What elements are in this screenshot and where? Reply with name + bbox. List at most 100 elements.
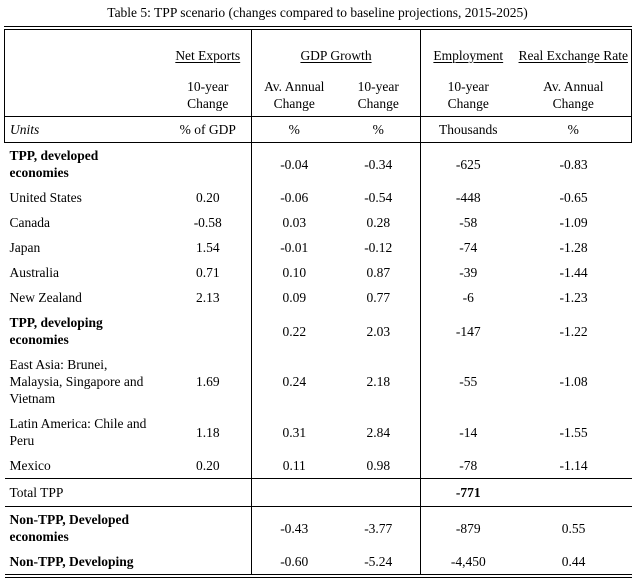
cell-value: -0.34 — [364, 156, 393, 172]
row-label: Japan — [9, 240, 41, 255]
cell-value: -1.55 — [559, 424, 588, 440]
cell-value: -0.60 — [251, 549, 337, 576]
row-label: Mexico — [9, 458, 51, 473]
cell-value: 0.71 — [195, 265, 220, 280]
cell-value: -3.77 — [364, 520, 393, 536]
cell-value — [251, 478, 337, 507]
cell-value — [165, 310, 252, 352]
cell-value: -0.83 — [559, 156, 588, 172]
table-row: TPP, developing economies 0.22 2.03 -147 -1.… — [5, 310, 632, 352]
table-body: TPP, developed economies -0.04 -0.34 -625 -0… — [4, 142, 632, 576]
cell-value — [336, 478, 421, 507]
corner-cell — [4, 28, 165, 76]
subheader-gdp-10-year: 10-year Change — [357, 79, 399, 111]
cell-value — [515, 478, 632, 507]
table-row: Non-TPP, Developed economies -0.43 -3.77 -8… — [5, 506, 632, 550]
cell-value: 0.87 — [366, 265, 391, 280]
cell-value: 0.44 — [561, 554, 586, 569]
cell-value: -4,450 — [420, 549, 516, 576]
row-label: United States — [9, 190, 82, 205]
cell-value — [165, 507, 252, 550]
cell-value: 2.84 — [366, 424, 391, 440]
cell-value: 0.55 — [561, 520, 586, 536]
cell-value: 0.10 — [251, 260, 337, 285]
row-label: New Zealand — [9, 290, 82, 305]
cell-value: -6 — [420, 285, 516, 310]
cell-value: -55 — [420, 352, 516, 411]
cell-value: -771 — [420, 478, 516, 507]
cell-value — [164, 478, 252, 507]
subheader-net-exports: 10-year Change — [187, 79, 229, 111]
cell-value: 1.18 — [195, 424, 220, 440]
cell-value: 2.18 — [366, 374, 391, 389]
cell-value: -1.22 — [559, 323, 588, 339]
units-row: Units % of GDP % % Thousands % — [4, 116, 633, 143]
subheader-employment: 10-year Change — [420, 76, 516, 117]
cell-value: -78 — [420, 453, 516, 479]
cell-value: -1.08 — [559, 374, 588, 389]
cell-value: -0.12 — [364, 240, 393, 255]
col-group-gdp-growth: GDP Growth — [250, 28, 421, 76]
row-label: Canada — [9, 215, 50, 230]
cell-value: -58 — [420, 210, 516, 235]
cell-value: -14 — [420, 411, 516, 453]
row-label: Latin America: Chile and Peru — [9, 416, 147, 448]
table-row: Non-TPP, Developing -0.60 -5.24 -4,450 0.44 — [5, 549, 632, 576]
cell-value: 0.20 — [195, 458, 220, 473]
cell-value: -1.14 — [559, 458, 588, 473]
row-label: Non-TPP, Developed economies — [9, 512, 130, 544]
cell-value: 2.03 — [366, 323, 391, 339]
cell-value: 1.69 — [195, 374, 220, 389]
table-row: Australia 0.71 0.10 0.87 -39 -1.44 — [5, 260, 632, 285]
cell-value: -0.65 — [559, 190, 588, 205]
cell-value: -625 — [420, 142, 516, 185]
cell-value: -39 — [420, 260, 516, 285]
table-row: New Zealand 2.13 0.09 0.77 -6 -1.23 — [5, 285, 632, 310]
cell-value: -0.04 — [251, 142, 337, 185]
row-label: East Asia: Brunei, Malaysia, Singapore a… — [9, 357, 144, 406]
cell-value: -1.23 — [559, 290, 588, 305]
cell-value: -879 — [420, 506, 516, 549]
table-row: East Asia: Brunei, Malaysia, Singapore a… — [5, 352, 632, 411]
employment-header: Employment — [433, 47, 504, 63]
cell-value: -1.09 — [559, 215, 588, 230]
table-title: Table 5: TPP scenario (changes compared … — [107, 5, 528, 20]
cell-value: 0.20 — [195, 190, 220, 205]
row-label: TPP, developed economies — [9, 148, 99, 180]
table-row: Latin America: Chile and Peru 1.18 0.31 2.8… — [5, 411, 632, 453]
units-gdp-av-annual: % — [251, 116, 337, 143]
cell-value: -74 — [420, 235, 516, 260]
cell-value: -0.58 — [193, 215, 222, 230]
row-label: Australia — [9, 265, 60, 280]
cell-value: 2.13 — [195, 290, 220, 305]
cell-value: 0.28 — [366, 215, 391, 230]
col-group-employment: Employment — [420, 28, 516, 76]
table-row: Canada -0.58 0.03 0.28 -58 -1.09 — [5, 210, 632, 235]
cell-value — [165, 143, 252, 186]
cell-value: 0.09 — [251, 285, 337, 310]
row-label: Non-TPP, Developing — [9, 554, 134, 569]
cell-value: 0.22 — [251, 310, 337, 352]
table-row: Japan 1.54 -0.01 -0.12 -74 -1.28 — [5, 235, 632, 260]
cell-value: 0.98 — [366, 458, 391, 473]
table-row: Total TPP -771 — [4, 478, 632, 507]
tpp-scenario-table: Net Exports GDP Growth Employment Real E… — [4, 26, 633, 578]
cell-value: -5.24 — [364, 554, 393, 569]
units-net-exports: % of GDP — [164, 116, 252, 143]
subheader-row: 10-year Change Av. Annual Change 10-year… — [4, 76, 633, 117]
gdp-growth-header: GDP Growth — [300, 47, 372, 63]
units-label: Units — [4, 116, 165, 143]
units-gdp-10-year: % — [336, 116, 421, 143]
cell-value: -0.43 — [251, 506, 337, 549]
cell-value: 0.31 — [251, 411, 337, 453]
cell-value: 0.03 — [251, 210, 337, 235]
table-row: United States 0.20 -0.06 -0.54 -448 -0.65 — [5, 185, 632, 210]
col-group-net-exports: Net Exports — [165, 28, 252, 76]
row-label: Total TPP — [4, 478, 165, 507]
subheader-rer: Av. Annual Change — [515, 76, 633, 117]
row-label: TPP, developing economies — [9, 315, 103, 347]
cell-value: 1.54 — [195, 240, 220, 255]
cell-value: -0.54 — [364, 190, 393, 205]
units-rer: % — [515, 116, 633, 143]
cell-value: -0.06 — [251, 185, 337, 210]
